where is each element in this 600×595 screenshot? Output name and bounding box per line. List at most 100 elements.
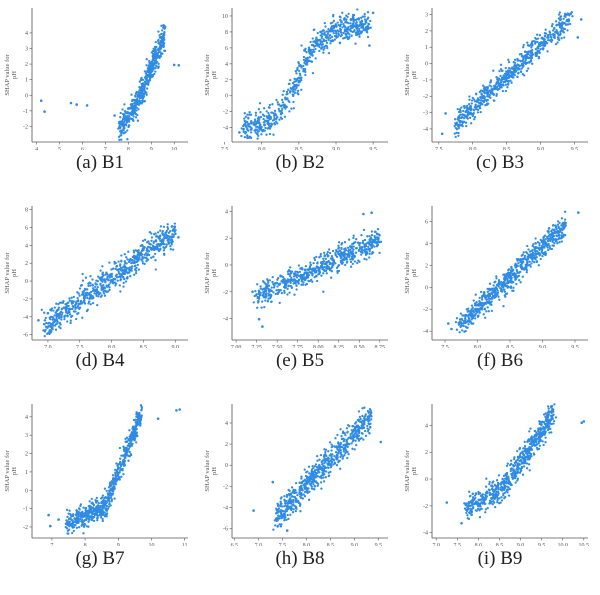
data-point [307, 268, 310, 272]
data-point [490, 303, 493, 307]
data-point [138, 417, 141, 420]
data-point [550, 36, 553, 39]
data-point [171, 229, 174, 232]
y-tick-label: 2 [25, 452, 28, 458]
data-point [343, 241, 347, 244]
data-point [481, 90, 485, 93]
data-point [474, 107, 478, 110]
data-point [484, 98, 487, 101]
data-point [470, 304, 474, 307]
data-point [455, 121, 459, 124]
data-point [133, 431, 137, 434]
data-point [559, 22, 562, 25]
data-point [362, 228, 366, 232]
data-point [87, 525, 90, 528]
data-point [453, 124, 456, 128]
data-point [534, 249, 537, 253]
data-point [154, 268, 157, 271]
chart-panel: 7.58.08.59.09.5-4-3-2-10123pHSHAP value … [400, 0, 600, 198]
data-point [120, 120, 124, 123]
data-point [72, 300, 75, 303]
data-point [519, 70, 523, 74]
data-point [276, 285, 279, 288]
data-point [510, 269, 513, 272]
data-point [571, 15, 574, 18]
data-point [352, 236, 355, 240]
data-point [326, 267, 329, 270]
data-point [336, 271, 339, 275]
data-point [154, 59, 157, 62]
data-point [163, 25, 167, 29]
data-point [479, 96, 482, 99]
data-point [369, 19, 372, 23]
data-point [69, 321, 72, 325]
data-point [361, 241, 365, 245]
x-tick-label: 8.25 [333, 345, 344, 348]
data-point [135, 411, 138, 414]
data-point [519, 281, 522, 284]
data-point [528, 54, 532, 57]
data-point [48, 325, 51, 328]
data-point [455, 317, 459, 320]
data-point [281, 281, 285, 284]
data-point [553, 30, 557, 34]
data-point [285, 495, 289, 498]
data-point [537, 246, 540, 250]
data-point [316, 265, 319, 269]
data-point [376, 227, 380, 231]
data-point [300, 266, 303, 270]
data-point [517, 274, 521, 277]
data-point [541, 47, 544, 50]
data-point [544, 252, 548, 256]
data-point [136, 250, 139, 253]
data-point [309, 263, 312, 267]
data-point [546, 50, 549, 53]
data-point [101, 280, 104, 283]
data-point [105, 290, 108, 294]
data-point [92, 510, 95, 513]
data-point [343, 17, 346, 20]
data-point [554, 42, 558, 46]
data-point [526, 41, 529, 44]
data-point [85, 291, 89, 294]
data-point [65, 508, 69, 512]
data-point [358, 244, 361, 247]
data-point [135, 415, 138, 418]
data-point [315, 275, 318, 278]
data-point [328, 266, 331, 269]
data-point [553, 241, 556, 245]
x-tick-label: 8.0 [258, 147, 266, 150]
data-point [138, 91, 141, 95]
data-point [532, 256, 536, 260]
data-point [362, 26, 365, 30]
y-axis-label: pH [411, 71, 418, 79]
data-point [46, 332, 49, 336]
data-point [371, 251, 375, 254]
y-tick-label: 0 [25, 488, 28, 494]
data-point [464, 110, 467, 113]
data-point [295, 276, 299, 279]
y-tick-label: -2 [423, 307, 428, 313]
data-point [510, 67, 513, 70]
chart-panel: 7.58.08.59.09.5-4-20246810pHSHAP value f… [200, 0, 400, 198]
data-point [275, 120, 278, 123]
data-point [512, 61, 515, 64]
data-point [539, 42, 542, 45]
data-point [134, 426, 137, 429]
data-point [266, 285, 269, 288]
data-point [111, 280, 115, 283]
data-point [315, 36, 318, 39]
data-point [103, 286, 107, 290]
data-point [298, 81, 301, 84]
data-point [279, 275, 282, 278]
data-point [273, 123, 277, 126]
data-point [333, 34, 337, 38]
data-point [59, 327, 62, 330]
data-point [121, 454, 124, 457]
data-point [279, 105, 283, 108]
data-point [118, 446, 122, 450]
data-point [78, 508, 81, 511]
data-point [147, 81, 150, 84]
data-point [514, 277, 517, 280]
data-point [129, 444, 132, 447]
